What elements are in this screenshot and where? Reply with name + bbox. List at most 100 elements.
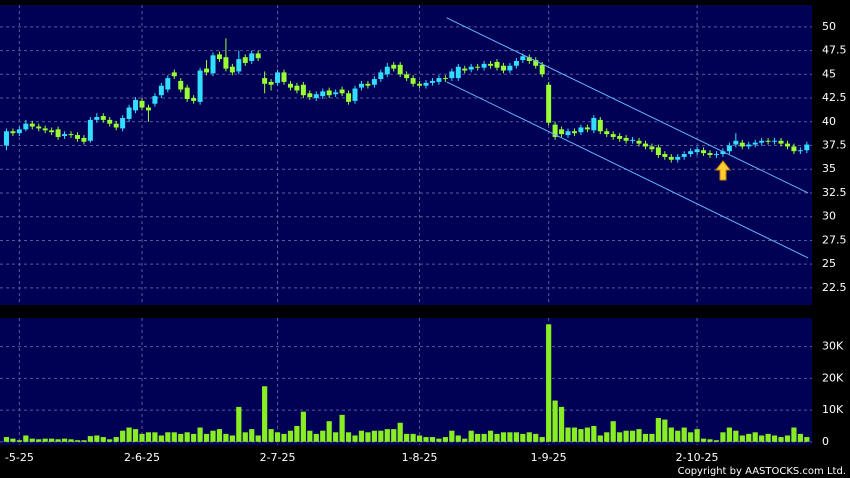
volume-bar xyxy=(565,427,571,442)
volume-bar xyxy=(191,433,197,442)
volume-bar xyxy=(333,432,339,442)
volume-bar xyxy=(533,433,539,442)
volume-bar xyxy=(655,418,661,442)
candle-body xyxy=(158,85,164,96)
candle-body xyxy=(513,61,519,66)
candle-body xyxy=(10,131,16,134)
y-tick-label: 30 xyxy=(822,210,836,223)
candle-body xyxy=(107,119,113,124)
volume-bar xyxy=(720,432,726,442)
volume-bar xyxy=(649,433,655,442)
marks: 22.5 25 27.5 30 32.5 35 37.5 40 42.5 45 47.5 50 0 10K… xyxy=(0,5,847,464)
volume-bar xyxy=(55,439,61,442)
candle-body xyxy=(539,64,545,75)
candle-body xyxy=(565,131,571,136)
candle-body xyxy=(236,59,242,72)
volume-bar xyxy=(629,430,636,442)
volume-bar xyxy=(436,438,442,442)
candle-body xyxy=(804,144,810,151)
candle-body xyxy=(81,137,87,142)
volume-bar xyxy=(100,437,106,442)
volume-bar xyxy=(371,430,377,442)
candle-body xyxy=(507,65,513,71)
candle-body xyxy=(229,66,235,73)
volume-bar xyxy=(539,437,545,442)
volume-bar xyxy=(591,425,597,442)
volume-bar xyxy=(313,433,319,442)
volume-bar xyxy=(571,427,578,442)
candle-body xyxy=(662,154,668,157)
y-tick-label: 42.5 xyxy=(822,91,847,104)
candle-body xyxy=(726,145,732,152)
volume-bar xyxy=(765,433,771,442)
volume-bar xyxy=(171,432,177,442)
volume-bar xyxy=(416,435,423,442)
volume-bar xyxy=(120,430,126,442)
candle-body xyxy=(358,83,364,88)
candle-body xyxy=(546,84,552,123)
volume-bar xyxy=(307,430,313,442)
candle-body xyxy=(152,96,158,104)
volume-bar xyxy=(203,433,210,442)
candle-body xyxy=(262,78,268,84)
candle-body xyxy=(436,78,442,82)
candle-body xyxy=(720,151,726,155)
candle-body xyxy=(165,78,171,90)
volume-bar xyxy=(345,432,352,442)
candle-body xyxy=(397,64,403,75)
volume-bar xyxy=(94,435,100,442)
candle-body xyxy=(307,93,313,98)
volume-bar xyxy=(442,437,448,442)
volume-bar xyxy=(520,433,526,442)
y-tick-label: 10K xyxy=(822,403,844,416)
volume-bar xyxy=(617,432,623,442)
candle-body xyxy=(772,140,778,142)
candle-body xyxy=(346,93,352,102)
candle-body xyxy=(242,57,248,63)
candle-body xyxy=(29,123,35,127)
candle-body xyxy=(268,81,274,85)
candle-body xyxy=(688,151,694,155)
copyright: Copyright by AASTOCKS.com Ltd. xyxy=(678,466,846,477)
candle-body xyxy=(642,143,648,147)
volume-bar xyxy=(287,430,294,442)
candle-body xyxy=(449,71,455,79)
candle-body xyxy=(365,83,371,86)
candle-body xyxy=(378,72,384,80)
volume-bar xyxy=(662,419,668,442)
volume-bar xyxy=(681,427,687,442)
volume-bar xyxy=(139,433,145,442)
volume-bar xyxy=(397,422,403,442)
candle-body xyxy=(204,68,210,73)
volume-bar xyxy=(642,433,649,442)
volume-bar xyxy=(636,429,642,442)
candle-body xyxy=(429,80,435,83)
volume-bar xyxy=(707,439,713,442)
candle-body xyxy=(287,83,293,88)
candle-body xyxy=(526,57,532,62)
y-tick-label: 25 xyxy=(822,257,836,270)
volume-bar xyxy=(778,437,784,442)
x-tick-label: 1-9-25 xyxy=(531,451,567,464)
volume-bar xyxy=(487,430,494,442)
x-tick-label: 1-8-25 xyxy=(402,451,438,464)
volume-bar xyxy=(326,421,332,442)
candle-body xyxy=(417,83,423,86)
volume-bar xyxy=(404,433,410,442)
volume-bar xyxy=(10,438,16,442)
candle-body xyxy=(300,84,306,96)
candle-body xyxy=(475,66,481,68)
volume-bar xyxy=(197,427,203,442)
candle-body xyxy=(126,107,132,119)
price-panel xyxy=(0,5,812,305)
volume-bar xyxy=(597,435,603,442)
candle-body xyxy=(694,149,700,153)
candle-body xyxy=(352,88,358,101)
candle-body xyxy=(339,89,345,94)
volume-bar xyxy=(87,436,93,442)
candle-body xyxy=(707,153,713,155)
candle-body xyxy=(739,142,745,147)
x-tick-label: 2-7-25 xyxy=(260,451,296,464)
candle-body xyxy=(784,143,790,147)
